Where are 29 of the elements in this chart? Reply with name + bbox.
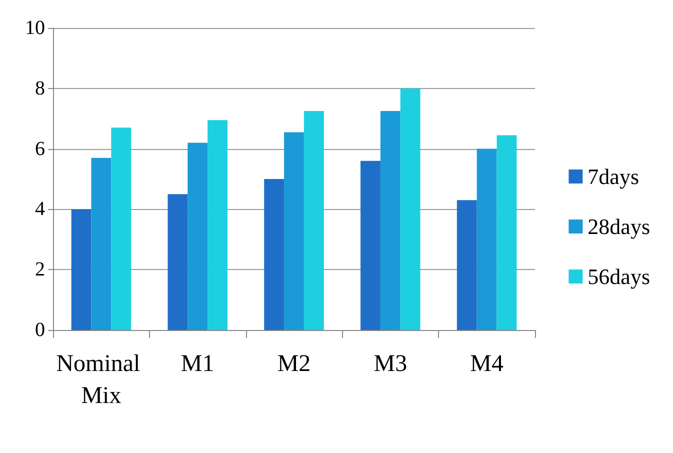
y-tick-label: 4 xyxy=(35,198,45,220)
x-tick-label: M2 xyxy=(277,351,311,377)
x-tick-label: M3 xyxy=(374,351,408,377)
x-tick-label: Nominal Mix xyxy=(56,351,146,409)
legend-label: 56days xyxy=(588,264,650,289)
bar xyxy=(400,88,420,330)
bar xyxy=(496,135,517,330)
legend-label: 28days xyxy=(588,214,650,239)
y-tick-label: 0 xyxy=(35,319,45,341)
x-tick-label: M1 xyxy=(180,351,214,377)
bar xyxy=(91,158,112,330)
bar xyxy=(360,160,380,330)
legend-label: 7days xyxy=(588,164,639,189)
y-tick-label: 10 xyxy=(25,17,45,39)
y-tick-label: 6 xyxy=(35,138,45,160)
bar xyxy=(208,120,228,330)
bar xyxy=(188,142,208,330)
bar xyxy=(380,111,400,330)
bar xyxy=(456,200,477,330)
bar xyxy=(168,194,188,330)
bar xyxy=(264,179,284,330)
bar xyxy=(476,148,497,330)
y-tick-label: 8 xyxy=(35,77,45,100)
bar xyxy=(304,111,324,330)
bar xyxy=(111,128,132,330)
bar xyxy=(71,209,92,330)
x-tick-label: M4 xyxy=(470,351,504,377)
y-tick-label: 2 xyxy=(35,258,45,281)
bar xyxy=(284,132,304,330)
